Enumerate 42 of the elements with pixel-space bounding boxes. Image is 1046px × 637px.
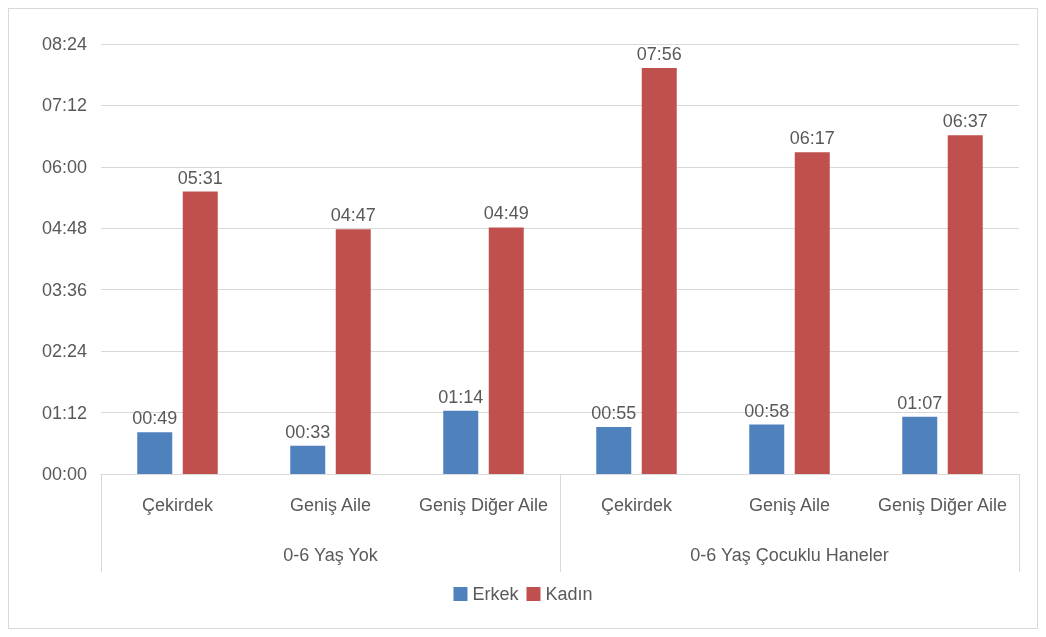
y-tick-label: 04:48 xyxy=(41,218,87,239)
bar xyxy=(335,229,371,474)
bar xyxy=(902,416,938,474)
y-tick-label: 07:12 xyxy=(41,95,87,116)
bar xyxy=(596,427,632,474)
bar xyxy=(290,445,326,474)
x-tick-label: Çekirdek xyxy=(141,495,215,515)
data-label: 06:17 xyxy=(789,128,835,149)
data-label: 00:33 xyxy=(285,421,331,442)
legend-label: Erkek xyxy=(472,584,520,604)
data-label: 04:49 xyxy=(483,203,529,224)
y-tick-label: 01:12 xyxy=(41,402,87,423)
text: 0-6 Yaş Yok xyxy=(283,545,379,565)
legend-label: Kadın xyxy=(545,584,593,604)
x-tick-label: Geniş Diğer Aile xyxy=(877,495,1008,515)
y-tick-label: 03:36 xyxy=(41,279,87,300)
data-label: 01:07 xyxy=(897,392,943,413)
data-label: 04:47 xyxy=(330,205,376,226)
data-label: 05:31 xyxy=(177,167,223,188)
bar xyxy=(443,410,479,474)
bar xyxy=(488,227,524,474)
bar xyxy=(947,135,983,474)
data-label: 00:55 xyxy=(591,403,637,424)
x-tick-label: Geniş Aile xyxy=(289,495,372,515)
y-tick-label: 08:24 xyxy=(41,34,87,54)
bar xyxy=(137,432,173,474)
data-label: 00:49 xyxy=(132,408,178,429)
bar xyxy=(182,191,218,474)
bar xyxy=(641,67,677,474)
data-label: 01:14 xyxy=(438,386,484,407)
y-tick-label: 06:00 xyxy=(41,156,87,177)
x-tick-label: Geniş Aile xyxy=(748,495,831,515)
data-label: 06:37 xyxy=(942,111,988,132)
bar xyxy=(794,152,830,474)
data-label: 07:56 xyxy=(636,43,682,64)
text: 0-6 Yaş Çocuklu Haneler xyxy=(690,545,889,565)
y-tick-label: 02:24 xyxy=(41,341,87,362)
x-tick-label: Çekirdek xyxy=(600,495,674,515)
y-tick-label: 00:00 xyxy=(41,464,87,484)
bar xyxy=(749,424,785,474)
x-tick-label: Geniş Diğer Aile xyxy=(418,495,549,515)
data-label: 00:58 xyxy=(744,400,790,421)
